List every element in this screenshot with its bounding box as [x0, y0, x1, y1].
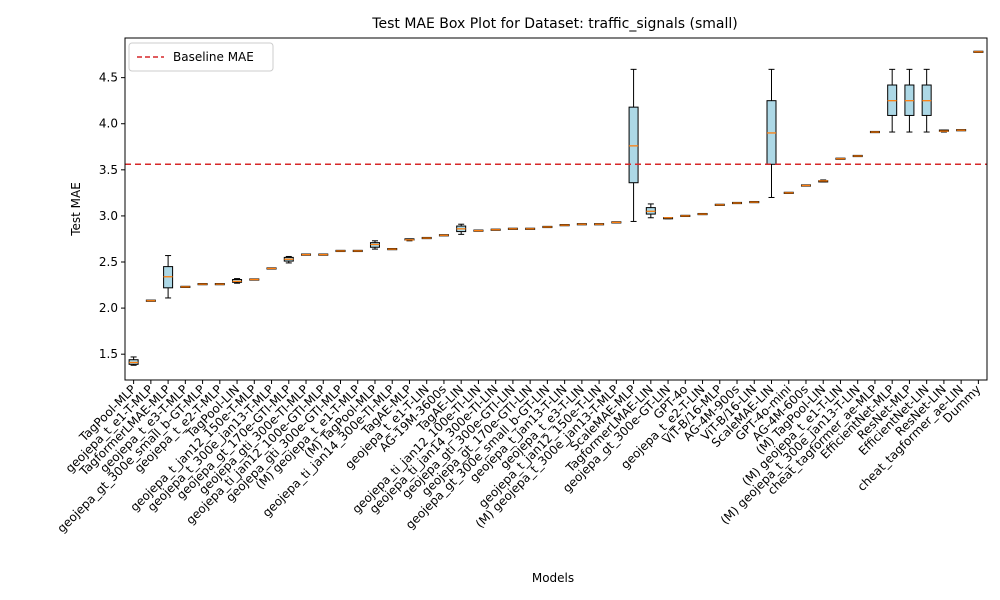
y-tick-label: 2.0	[99, 301, 118, 315]
box-item	[783, 191, 794, 194]
y-tick-label: 4.5	[99, 71, 118, 85]
box-item	[197, 283, 208, 286]
box-item	[266, 267, 277, 270]
box-iqr	[628, 106, 639, 184]
y-axis: 1.5 2.0 2.5 3.0 3.5 4.0 4.5	[99, 71, 125, 361]
box-item	[887, 68, 898, 133]
box-item	[525, 227, 536, 230]
box-item	[835, 157, 846, 160]
box-item	[214, 283, 225, 286]
x-axis-label: Models	[532, 571, 574, 585]
box-item	[645, 203, 656, 219]
box-item	[714, 203, 725, 206]
box-item	[973, 50, 984, 53]
y-tick-label: 4.0	[99, 117, 118, 131]
box-item	[663, 217, 674, 220]
box-item	[404, 238, 415, 242]
box-item	[542, 225, 553, 229]
box-item	[576, 223, 587, 226]
box-item	[421, 236, 432, 240]
y-tick-label: 3.5	[99, 163, 118, 177]
y-tick-label: 1.5	[99, 347, 118, 361]
box-item	[800, 184, 811, 187]
box-item	[818, 179, 829, 183]
box-item	[852, 154, 863, 158]
box-item	[318, 253, 329, 256]
box-item	[628, 68, 639, 222]
boxes-layer	[128, 50, 984, 366]
legend-box	[128, 42, 274, 72]
y-tick-label: 2.5	[99, 255, 118, 269]
box-item	[387, 247, 398, 251]
box-item	[163, 255, 174, 299]
box-item	[180, 285, 191, 288]
box-item	[490, 228, 501, 231]
box-item	[594, 223, 605, 226]
box-item	[559, 224, 570, 227]
box-item	[438, 234, 449, 237]
box-item	[921, 68, 932, 133]
y-tick-label: 3.0	[99, 209, 118, 223]
box-item	[938, 129, 949, 133]
plot-frame	[124, 37, 988, 381]
box-item	[249, 278, 260, 281]
box-item	[232, 278, 243, 284]
legend-baseline-label: Baseline MAE	[173, 50, 254, 64]
box-item	[904, 68, 915, 133]
box-item	[766, 68, 777, 198]
chart-title: Test MAE Box Plot for Dataset: traffic_s…	[371, 16, 737, 32]
y-axis-label: Test MAE	[69, 182, 83, 237]
box-item	[473, 229, 484, 232]
box-item	[869, 130, 880, 134]
box-item	[369, 240, 380, 250]
box-item	[335, 249, 346, 253]
box-item	[507, 227, 518, 230]
legend: Baseline MAE	[128, 42, 274, 72]
box-item	[732, 201, 743, 205]
box-item	[456, 223, 467, 235]
box-item	[301, 253, 312, 256]
box-item	[352, 249, 363, 253]
box-item	[128, 356, 139, 366]
box-item	[956, 129, 967, 132]
box-item	[749, 200, 760, 204]
box-item	[283, 255, 294, 264]
box-item	[680, 214, 691, 218]
box-item	[145, 299, 156, 302]
box-item	[697, 212, 708, 216]
box-item	[611, 221, 622, 224]
